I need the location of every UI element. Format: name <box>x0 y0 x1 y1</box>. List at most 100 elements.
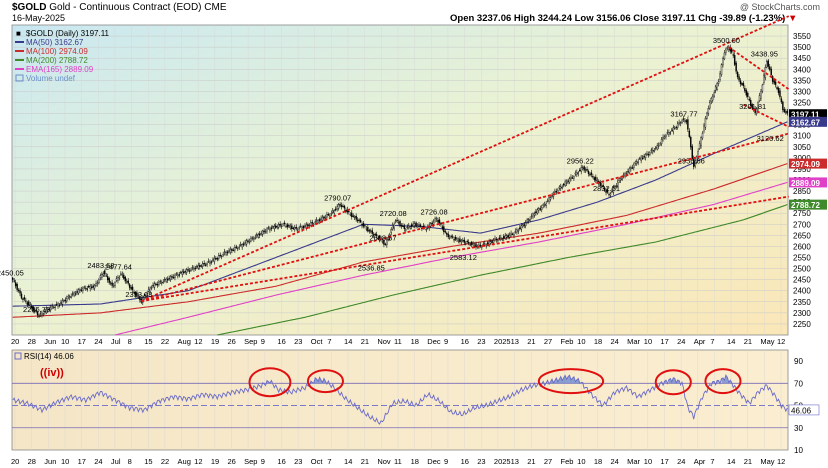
candle-body <box>302 226 305 229</box>
candle-body <box>294 227 296 230</box>
x-tick-label: 27 <box>544 337 552 346</box>
candle-body <box>466 240 468 243</box>
candle-body <box>533 213 536 216</box>
x-tick-label-bottom: Sep <box>244 457 257 466</box>
x-tick-label-bottom: 15 <box>144 457 152 466</box>
x-tick-label-bottom: 19 <box>211 457 219 466</box>
candle-body <box>58 304 61 306</box>
rsi-y-tick-label: 70 <box>794 379 803 388</box>
x-tick-label: 13 <box>511 337 519 346</box>
candle-body <box>61 300 64 305</box>
x-tick-label-bottom: 9 <box>444 457 448 466</box>
candle-body <box>460 240 463 242</box>
candle-body <box>636 161 638 164</box>
candle-body <box>672 127 674 132</box>
candle-body <box>744 88 746 92</box>
x-tick-label: 10 <box>61 337 69 346</box>
candle-body <box>723 52 726 60</box>
candle-body <box>324 217 327 219</box>
candle-body <box>396 219 398 222</box>
candle-body <box>99 275 102 278</box>
x-tick-label: 24 <box>610 337 618 346</box>
candle-body <box>112 285 115 287</box>
candle-body <box>229 248 232 253</box>
candle-body <box>71 293 74 295</box>
price-annotation: 3201.81 <box>739 102 766 111</box>
candle-body <box>631 167 634 169</box>
x-tick-label-bottom: 26 <box>227 457 235 466</box>
candle-body <box>391 225 394 230</box>
x-tick-label: 26 <box>227 337 235 346</box>
candle-body <box>535 211 537 214</box>
candle-body <box>174 275 176 278</box>
x-tick-label: 14 <box>727 337 735 346</box>
candle-body <box>435 218 438 220</box>
candle-body <box>584 169 587 171</box>
legend-label: Volume undef <box>26 74 76 83</box>
price-y-tick-label: 3400 <box>793 65 811 74</box>
x-tick-label: 18 <box>411 337 419 346</box>
candle-body <box>565 182 568 184</box>
candle-body <box>57 303 59 307</box>
candle-body <box>735 62 737 72</box>
candle-body <box>13 280 15 282</box>
candle-body <box>31 305 33 309</box>
candle-body <box>429 223 432 227</box>
candle-body <box>365 228 368 230</box>
candle-body <box>253 238 255 240</box>
candle-body <box>615 185 617 187</box>
candle-body <box>372 234 375 236</box>
candle-body <box>79 289 81 291</box>
candle-body <box>22 298 24 300</box>
candle-body <box>241 244 243 248</box>
x-tick-label-bottom: 17 <box>660 457 668 466</box>
candle-body <box>367 227 369 232</box>
candle-body <box>567 180 569 183</box>
candle-body <box>410 224 413 227</box>
candle-body <box>694 160 696 167</box>
x-tick-label: 18 <box>594 337 602 346</box>
rsi-highlight-circle <box>704 368 742 395</box>
candle-body <box>600 185 603 187</box>
candle-body <box>158 282 160 286</box>
x-tick-label: 7 <box>710 337 714 346</box>
candle-body <box>251 237 254 239</box>
candle-body <box>364 225 366 227</box>
candle-body <box>522 224 524 227</box>
candle-body <box>288 225 290 227</box>
candle-body <box>599 181 601 186</box>
candle-body <box>242 243 245 246</box>
candle-body <box>530 215 533 217</box>
x-tick-label-bottom: 13 <box>511 457 519 466</box>
candle-body <box>545 203 547 206</box>
candle-body <box>185 269 188 273</box>
candle-body <box>105 275 107 277</box>
candle-body <box>681 120 683 123</box>
candle-body <box>482 243 485 246</box>
candle-body <box>548 197 550 202</box>
candle-body <box>622 174 625 176</box>
candle-body <box>51 305 53 307</box>
legend-swatch: ■ <box>16 29 21 38</box>
candle-body <box>700 137 702 147</box>
candle-body <box>446 233 448 235</box>
candle-body <box>621 178 623 180</box>
x-tick-label-bottom: 21 <box>744 457 752 466</box>
candle-body <box>684 120 686 122</box>
candle-body <box>219 254 221 257</box>
x-tick-label: 12 <box>194 337 202 346</box>
x-tick-label: 21 <box>744 337 752 346</box>
candle-body <box>301 227 303 230</box>
candle-body <box>561 186 563 189</box>
candle-body <box>89 285 91 289</box>
candle-body <box>766 61 768 68</box>
candles <box>12 44 788 319</box>
candle-body <box>760 91 762 99</box>
candle-body <box>231 248 233 251</box>
candle-body <box>415 222 417 227</box>
candle-body <box>115 278 118 281</box>
price-y-tick-label: 2500 <box>793 265 811 274</box>
legend-label: $GOLD (Daily) 3197.11 <box>26 29 110 38</box>
x-tick-label: 19 <box>211 337 219 346</box>
